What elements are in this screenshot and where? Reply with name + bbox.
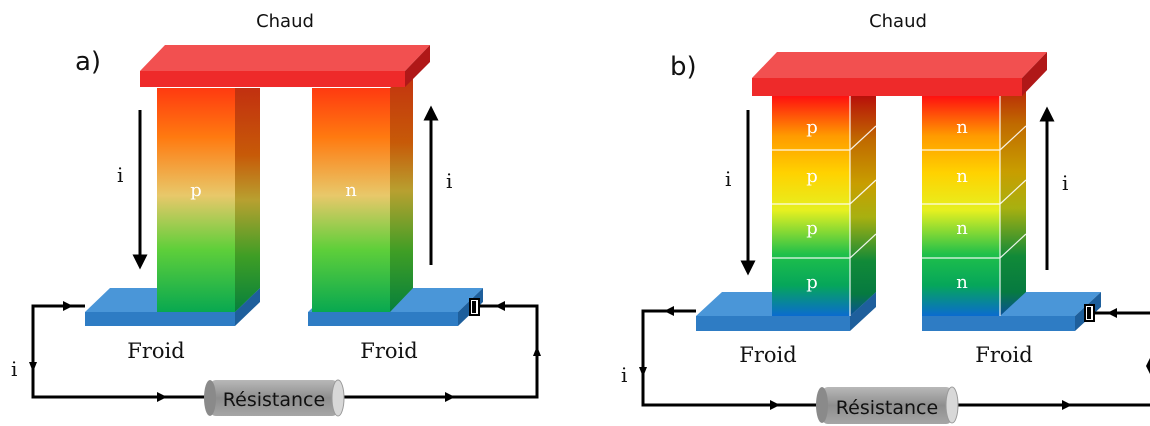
n-segment-1: n [956,117,968,138]
n-segment-2: n [956,166,968,187]
current-right-a-label: i [446,169,452,193]
resistor-b: Résistance [816,386,959,424]
current-circuit-a-label: i [11,357,17,381]
hot-plate-b [752,52,1047,96]
circuit-b [639,304,1150,410]
panel-a: a) Chaud p n [11,11,541,417]
n-leg-b: n n n n [922,76,1027,316]
current-right-b-label: i [1062,171,1068,195]
p-segment-1: p [806,117,818,138]
circuit-a [29,298,541,402]
cold-right-a-label: Froid [360,339,417,363]
panel-b-hot-label: Chaud [869,11,927,32]
current-left-a-label: i [117,163,123,187]
n-segment-3: n [956,218,968,239]
panel-a-label: a) [75,47,101,77]
hot-plate-a [140,45,430,87]
p-segment-2: p [806,166,818,187]
n-leg-a: n [312,70,413,312]
panel-b: b) Chaud p p [621,11,1150,424]
n-segment-4: n [956,272,968,293]
cold-left-a-label: Froid [127,339,184,363]
p-leg-a-label: p [190,180,202,201]
cold-left-b-label: Froid [739,343,796,367]
p-segment-3: p [806,218,818,239]
p-leg-b: p p p p [772,96,877,316]
panel-a-hot-label: Chaud [256,11,314,32]
n-leg-a-label: n [345,180,357,201]
cold-right-b-label: Froid [975,343,1032,367]
resistor-a-label: Résistance [223,389,325,411]
panel-b-label: b) [670,52,697,82]
p-segment-4: p [806,272,818,293]
current-circuit-b-label: i [621,363,627,387]
current-left-b-label: i [725,167,731,191]
resistor-b-label: Résistance [836,397,938,419]
resistor-a: Résistance [204,379,345,417]
p-leg-a: p [157,88,260,312]
